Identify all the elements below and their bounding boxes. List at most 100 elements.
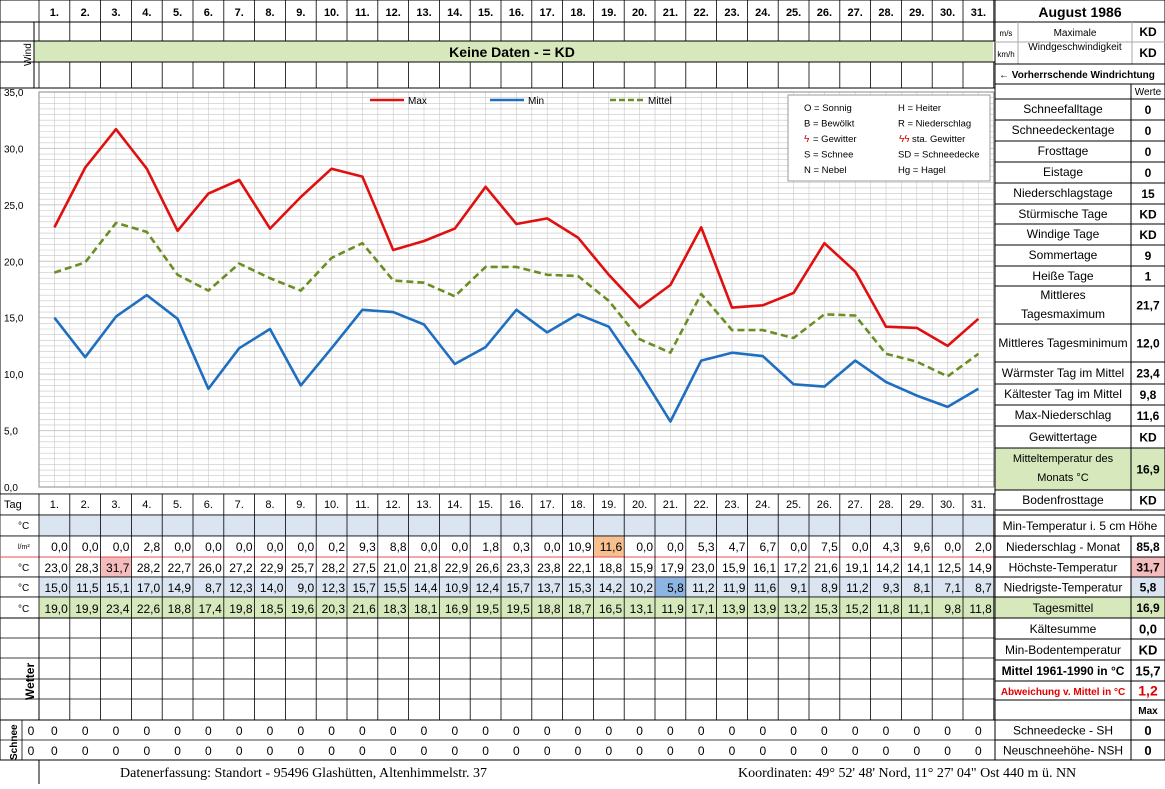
snow-depth-cell: 0	[698, 724, 705, 738]
day-header-28: 28.	[878, 7, 893, 19]
precip-cell: 0,0	[174, 540, 191, 554]
lower-row-value: Max	[1138, 706, 1158, 717]
snow-depth-cell: 0	[143, 724, 150, 738]
table-day-22: 22.	[694, 499, 709, 511]
mean-cell: 11,8	[969, 602, 992, 616]
table-day-29: 29.	[909, 499, 924, 511]
new-snow-cell: 0	[944, 744, 951, 758]
day-header-18: 18.	[570, 7, 585, 19]
max-cell: 28,3	[75, 561, 99, 575]
daily-table: Tag 1. 2. 3. 4. 5. 6. 7. 8. 9. 10. 11. 12. 13. 14. 15. 1…	[0, 493, 1165, 784]
max-cell: 14,2	[876, 561, 900, 575]
table-row-value: 16,9	[1136, 601, 1160, 615]
table-day-1: 1.	[50, 499, 59, 511]
min-cell: 12,4	[476, 581, 500, 595]
mean-cell: 18,8	[537, 602, 561, 616]
max-cell: 31,7	[106, 561, 130, 575]
weather-code-legend: O = Sonnig H = Heiter B = Bewölkt R = Niede…	[787, 94, 991, 182]
new-snow-cell: 0	[421, 744, 428, 758]
day-header-20: 20.	[632, 7, 647, 19]
stat-value: 9	[1145, 249, 1152, 263]
code-legend-left: B = Bewölkt	[804, 119, 855, 130]
table-day-7: 7.	[235, 499, 244, 511]
day-header-21: 21.	[663, 7, 678, 19]
snow-depth-cell: 0	[51, 724, 58, 738]
day-header-5: 5.	[173, 7, 182, 19]
y-tick-label: 25,0	[4, 201, 24, 212]
table-day-8: 8.	[265, 499, 274, 511]
table-day-4: 4.	[142, 499, 151, 511]
day-header-12: 12.	[386, 7, 401, 19]
table-day-13: 13.	[416, 499, 431, 511]
day-header-23: 23.	[724, 7, 739, 19]
min-cell: 15,3	[568, 581, 592, 595]
precip-cell: 0,0	[944, 540, 961, 554]
min-cell: 15,7	[352, 581, 376, 595]
snow-depth-cell: 0	[636, 724, 643, 738]
precip-cell: 5,3	[698, 540, 715, 554]
new-snow-cell: 0	[975, 744, 982, 758]
stats-header: Werte	[1135, 87, 1162, 98]
snow-depth-cell: 0	[451, 724, 458, 738]
stat-value: 0	[1145, 145, 1152, 159]
max-cell: 22,1	[568, 561, 592, 575]
min-cell: 15,7	[506, 581, 530, 595]
max-cell: 27,2	[229, 561, 253, 575]
mean-cell: 13,1	[630, 602, 654, 616]
mean-cell: 18,8	[168, 602, 192, 616]
new-snow-cell: 0	[236, 744, 243, 758]
unit-c: °C	[18, 563, 29, 574]
snow-depth-cell: 0	[759, 724, 766, 738]
code-legend-right: SD = Schneedecke	[898, 150, 980, 161]
footer-coordinates: Koordinaten: 49° 52' 48' Nord, 11° 27' 0…	[738, 766, 1077, 781]
stat-row	[994, 323, 1165, 363]
day-header-3: 3.	[111, 7, 120, 19]
no-data-banner-bg	[34, 41, 993, 62]
mean-cell: 19,9	[75, 602, 99, 616]
max-wind-label: Maximale Windgeschwindigkeit	[1028, 28, 1122, 53]
table-day-16: 16.	[509, 499, 524, 511]
precip-cell: 2,0	[975, 540, 992, 554]
min-cell: 7,1	[944, 581, 961, 595]
table-day-31: 31.	[971, 499, 986, 511]
precip-cell: 0,0	[852, 540, 869, 554]
day-header-14: 14.	[447, 7, 462, 19]
stat-value: KD	[1139, 431, 1157, 445]
right-top-panel: August 1986 m/s km/h Maximale Windgeschw…	[994, 0, 1165, 85]
mean-cell: 16,5	[599, 602, 623, 616]
mean-cell: 13,9	[722, 602, 746, 616]
snow-depth-cell: 0	[113, 724, 120, 738]
day-header-19: 19.	[601, 7, 616, 19]
precip-cell: 4,3	[883, 540, 900, 554]
lower-row-value: 0,0	[1139, 622, 1157, 637]
table-day-19: 19.	[601, 499, 616, 511]
min-cell: 11,2	[692, 581, 715, 595]
unit-ms: m/s	[1000, 29, 1013, 38]
day-header-16: 16.	[509, 7, 524, 19]
table-day-14: 14.	[447, 499, 462, 511]
snow-depth-cell: 0	[205, 724, 212, 738]
code-legend-left: S = Schnee	[804, 150, 853, 161]
thunderstorm-icon: ϟ	[804, 134, 810, 145]
min-cell: 15,1	[106, 581, 130, 595]
table-row-label: Höchste-Temperatur	[1009, 561, 1118, 575]
snow-depth-cell: 0	[975, 724, 982, 738]
mean-cell: 18,3	[383, 602, 407, 616]
new-snow-cell: 0	[82, 744, 89, 758]
max-cell: 23,8	[537, 561, 561, 575]
min-cell: 13,7	[537, 581, 561, 595]
min-cell: 9,1	[790, 581, 807, 595]
day-header-8: 8.	[265, 7, 274, 19]
table-day-15: 15.	[478, 499, 493, 511]
y-tick-label: 30,0	[4, 144, 24, 155]
code-legend-left: O = Sonnig	[804, 103, 852, 114]
mean-cell: 18,1	[414, 602, 438, 616]
code-legend-right: Hg = Hagel	[898, 165, 946, 176]
lower-row-label: Schneedecke - SH	[1013, 724, 1113, 738]
series-line-max	[53, 127, 980, 348]
day-header-17: 17.	[540, 7, 555, 19]
code-legend-right: sta. Gewitter	[912, 134, 965, 145]
snow-depth-cell: 0	[883, 724, 890, 738]
max-cell: 21,6	[814, 561, 838, 575]
wind-grid	[0, 0, 995, 88]
